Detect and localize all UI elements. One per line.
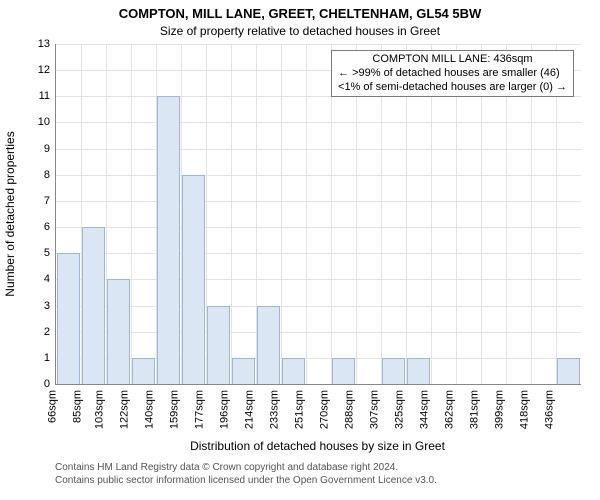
histogram-bar xyxy=(407,358,431,384)
footer: Contains HM Land Registry data © Crown c… xyxy=(55,462,437,487)
histogram-bar xyxy=(232,358,256,384)
annotation-line3: <1% of semi-detached houses are larger (… xyxy=(338,81,567,95)
annotation-line2: ← >99% of detached houses are smaller (4… xyxy=(338,67,567,81)
x-axis-label: Distribution of detached houses by size … xyxy=(55,439,580,453)
histogram-bar xyxy=(257,306,281,384)
histogram-bar xyxy=(157,96,181,384)
x-tick-label: 399sqm xyxy=(493,390,505,429)
gridline-h xyxy=(56,253,581,254)
chart-root: COMPTON, MILL LANE, GREET, CHELTENHAM, G… xyxy=(0,0,600,500)
gridline-v xyxy=(231,44,232,384)
x-tick-label: 140sqm xyxy=(143,390,155,429)
footer-line1: Contains HM Land Registry data © Crown c… xyxy=(55,462,437,475)
x-tick-label: 251sqm xyxy=(293,390,305,429)
x-tick-label: 196sqm xyxy=(218,390,230,429)
histogram-bar xyxy=(107,279,131,384)
chart-subtitle: Size of property relative to detached ho… xyxy=(0,24,600,38)
gridline-h xyxy=(56,279,581,280)
y-tick-label: 12 xyxy=(38,64,50,76)
histogram-bar xyxy=(382,358,406,384)
y-tick-label: 8 xyxy=(44,169,50,181)
gridline-h xyxy=(56,332,581,333)
histogram-bar xyxy=(207,306,231,384)
footer-line2: Contains public sector information licen… xyxy=(55,475,437,488)
annotation-box: COMPTON MILL LANE: 436sqm ← >99% of deta… xyxy=(331,50,574,97)
x-tick-label: 344sqm xyxy=(418,390,430,429)
y-tick-label: 9 xyxy=(44,143,50,155)
y-tick-label: 3 xyxy=(44,300,50,312)
histogram-bar xyxy=(557,358,581,384)
x-tick-label: 122sqm xyxy=(118,390,130,429)
y-tick-label: 1 xyxy=(44,352,50,364)
gridline-h xyxy=(56,201,581,202)
y-tick-label: 13 xyxy=(38,38,50,50)
y-tick-label: 6 xyxy=(44,221,50,233)
page-title: COMPTON, MILL LANE, GREET, CHELTENHAM, G… xyxy=(0,6,600,21)
y-tick-label: 2 xyxy=(44,326,50,338)
x-tick-label: 177sqm xyxy=(193,390,205,429)
y-tick-label: 11 xyxy=(39,90,50,102)
y-tick-label: 4 xyxy=(44,273,50,285)
x-tick-label: 288sqm xyxy=(343,390,355,429)
x-tick-label: 103sqm xyxy=(93,390,105,429)
histogram-bar xyxy=(82,227,106,384)
x-tick-label: 270sqm xyxy=(318,390,330,429)
x-tick-label: 214sqm xyxy=(243,390,255,429)
x-tick-label: 307sqm xyxy=(368,390,380,429)
x-tick-label: 418sqm xyxy=(518,390,530,429)
y-tick-label: 5 xyxy=(44,247,50,259)
histogram-bar xyxy=(132,358,156,384)
x-tick-label: 159sqm xyxy=(168,390,180,429)
x-tick-label: 325sqm xyxy=(393,390,405,429)
histogram-bar xyxy=(182,175,206,384)
x-tick-label: 362sqm xyxy=(443,390,455,429)
gridline-h xyxy=(56,122,581,123)
annotation-line1: COMPTON MILL LANE: 436sqm xyxy=(338,53,567,67)
histogram-bar xyxy=(282,358,306,384)
gridline-v xyxy=(306,44,307,384)
gridline-v xyxy=(281,44,282,384)
y-axis-label: Number of detached properties xyxy=(3,131,17,296)
gridline-h xyxy=(56,306,581,307)
gridline-h xyxy=(56,44,581,45)
gridline-h xyxy=(56,149,581,150)
x-tick-label: 233sqm xyxy=(268,390,280,429)
x-tick-label: 381sqm xyxy=(468,390,480,429)
gridline-v xyxy=(131,44,132,384)
x-tick-label: 85sqm xyxy=(71,390,83,423)
histogram-bar xyxy=(57,253,81,384)
y-tick-label: 0 xyxy=(44,378,50,390)
histogram-bar xyxy=(332,358,356,384)
gridline-h xyxy=(56,175,581,176)
x-tick-label: 436sqm xyxy=(543,390,555,429)
x-tick-label: 66sqm xyxy=(46,390,58,423)
gridline-h xyxy=(56,227,581,228)
y-tick-label: 7 xyxy=(44,195,50,207)
y-tick-label: 10 xyxy=(38,116,50,128)
